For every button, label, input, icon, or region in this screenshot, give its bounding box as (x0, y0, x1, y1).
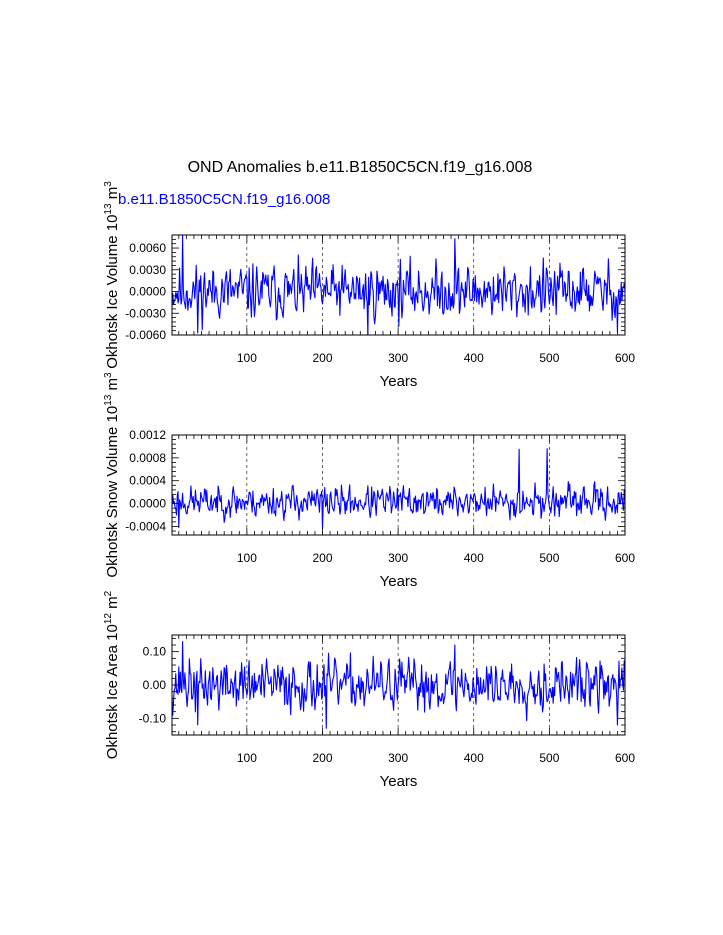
y-tick-label: 0.0060 (129, 241, 166, 255)
x-tick-label: 400 (464, 751, 484, 765)
y-axis-label-exponent: 13 (103, 394, 114, 406)
y-tick-label: 0.00 (143, 678, 167, 692)
y-axis-label-unit: m (104, 596, 121, 613)
x-tick-label: 200 (312, 551, 332, 565)
x-tick-label: 200 (312, 751, 332, 765)
series-subtitle: b.e11.B1850C5CN.f19_g16.008 (118, 191, 330, 208)
y-tick-label: 0.0004 (129, 474, 166, 488)
y-axis-label: Okhotsk Snow Volume 1013 m3 (103, 372, 121, 578)
x-tick-label: 100 (237, 551, 257, 565)
panel-ice-volume: 100 200 300 400 500 600 Years -0.0060 -0.0030 0.0… (103, 181, 635, 390)
y-axis-label-main: Okhotsk Ice Volume 10 (104, 215, 121, 369)
y-axis-label-main: Okhotsk Snow Volume 10 (104, 406, 121, 578)
y-axis-label-unit: m (104, 378, 121, 395)
x-tick-label: 500 (539, 351, 559, 365)
y-axis-label-unit-exponent: 2 (103, 590, 114, 596)
y-axis-label: Okhotsk Ice Volume 1013 m3 (103, 181, 121, 369)
y-tick-label: 0.10 (143, 645, 167, 659)
y-tick-label: -0.0060 (125, 328, 166, 342)
y-axis-label-main: Okhotsk Ice Area 10 (104, 624, 121, 759)
x-tick-label: 500 (539, 551, 559, 565)
plot-frame (171, 434, 626, 536)
x-axis-label: Years (380, 573, 418, 590)
y-axis-label-exponent: 12 (103, 613, 114, 625)
x-tick-label: 300 (388, 551, 408, 565)
x-tick-label: 100 (237, 751, 257, 765)
x-tick-label: 300 (388, 751, 408, 765)
x-axis-label: Years (380, 773, 418, 790)
x-tick-label: 600 (615, 551, 635, 565)
x-axis-label: Years (380, 373, 418, 390)
x-tick-label: 500 (539, 751, 559, 765)
y-axis-label-exponent: 13 (103, 203, 114, 215)
y-tick-label: -0.0030 (125, 306, 166, 320)
y-axis-label-unit-exponent: 3 (103, 181, 114, 187)
x-tick-label: 200 (312, 351, 332, 365)
x-tick-label: 400 (464, 351, 484, 365)
y-tick-label: -0.10 (139, 711, 167, 725)
y-tick-label: 0.0000 (129, 285, 166, 299)
x-tick-label: 600 (615, 351, 635, 365)
y-axis-label-unit: m (104, 187, 121, 204)
y-axis-label: Okhotsk Ice Area 1012 m2 (103, 590, 121, 759)
series-line (171, 235, 626, 336)
y-tick-label: -0.0004 (125, 519, 166, 533)
main-title: OND Anomalies b.e11.B1850C5CN.f19_g16.00… (188, 159, 533, 176)
panel-ice-area: 100 200 300 400 500 600 Years -0.10 0.00 0.10 Okho… (103, 590, 635, 790)
series-line (171, 641, 626, 729)
panel-snow-volume: 100 200 300 400 500 600 Years -0.0004 0.0000 0.00… (103, 372, 635, 590)
x-tick-label: 400 (464, 551, 484, 565)
x-tick-label: 600 (615, 751, 635, 765)
y-tick-label: 0.0008 (129, 451, 166, 465)
y-axis-label-unit-exponent: 3 (103, 372, 114, 378)
x-tick-label: 100 (237, 351, 257, 365)
y-tick-label: 0.0000 (129, 497, 166, 511)
x-tick-label: 300 (388, 351, 408, 365)
y-tick-label: 0.0012 (129, 428, 166, 442)
y-tick-label: 0.0030 (129, 263, 166, 277)
series-line (171, 448, 626, 530)
